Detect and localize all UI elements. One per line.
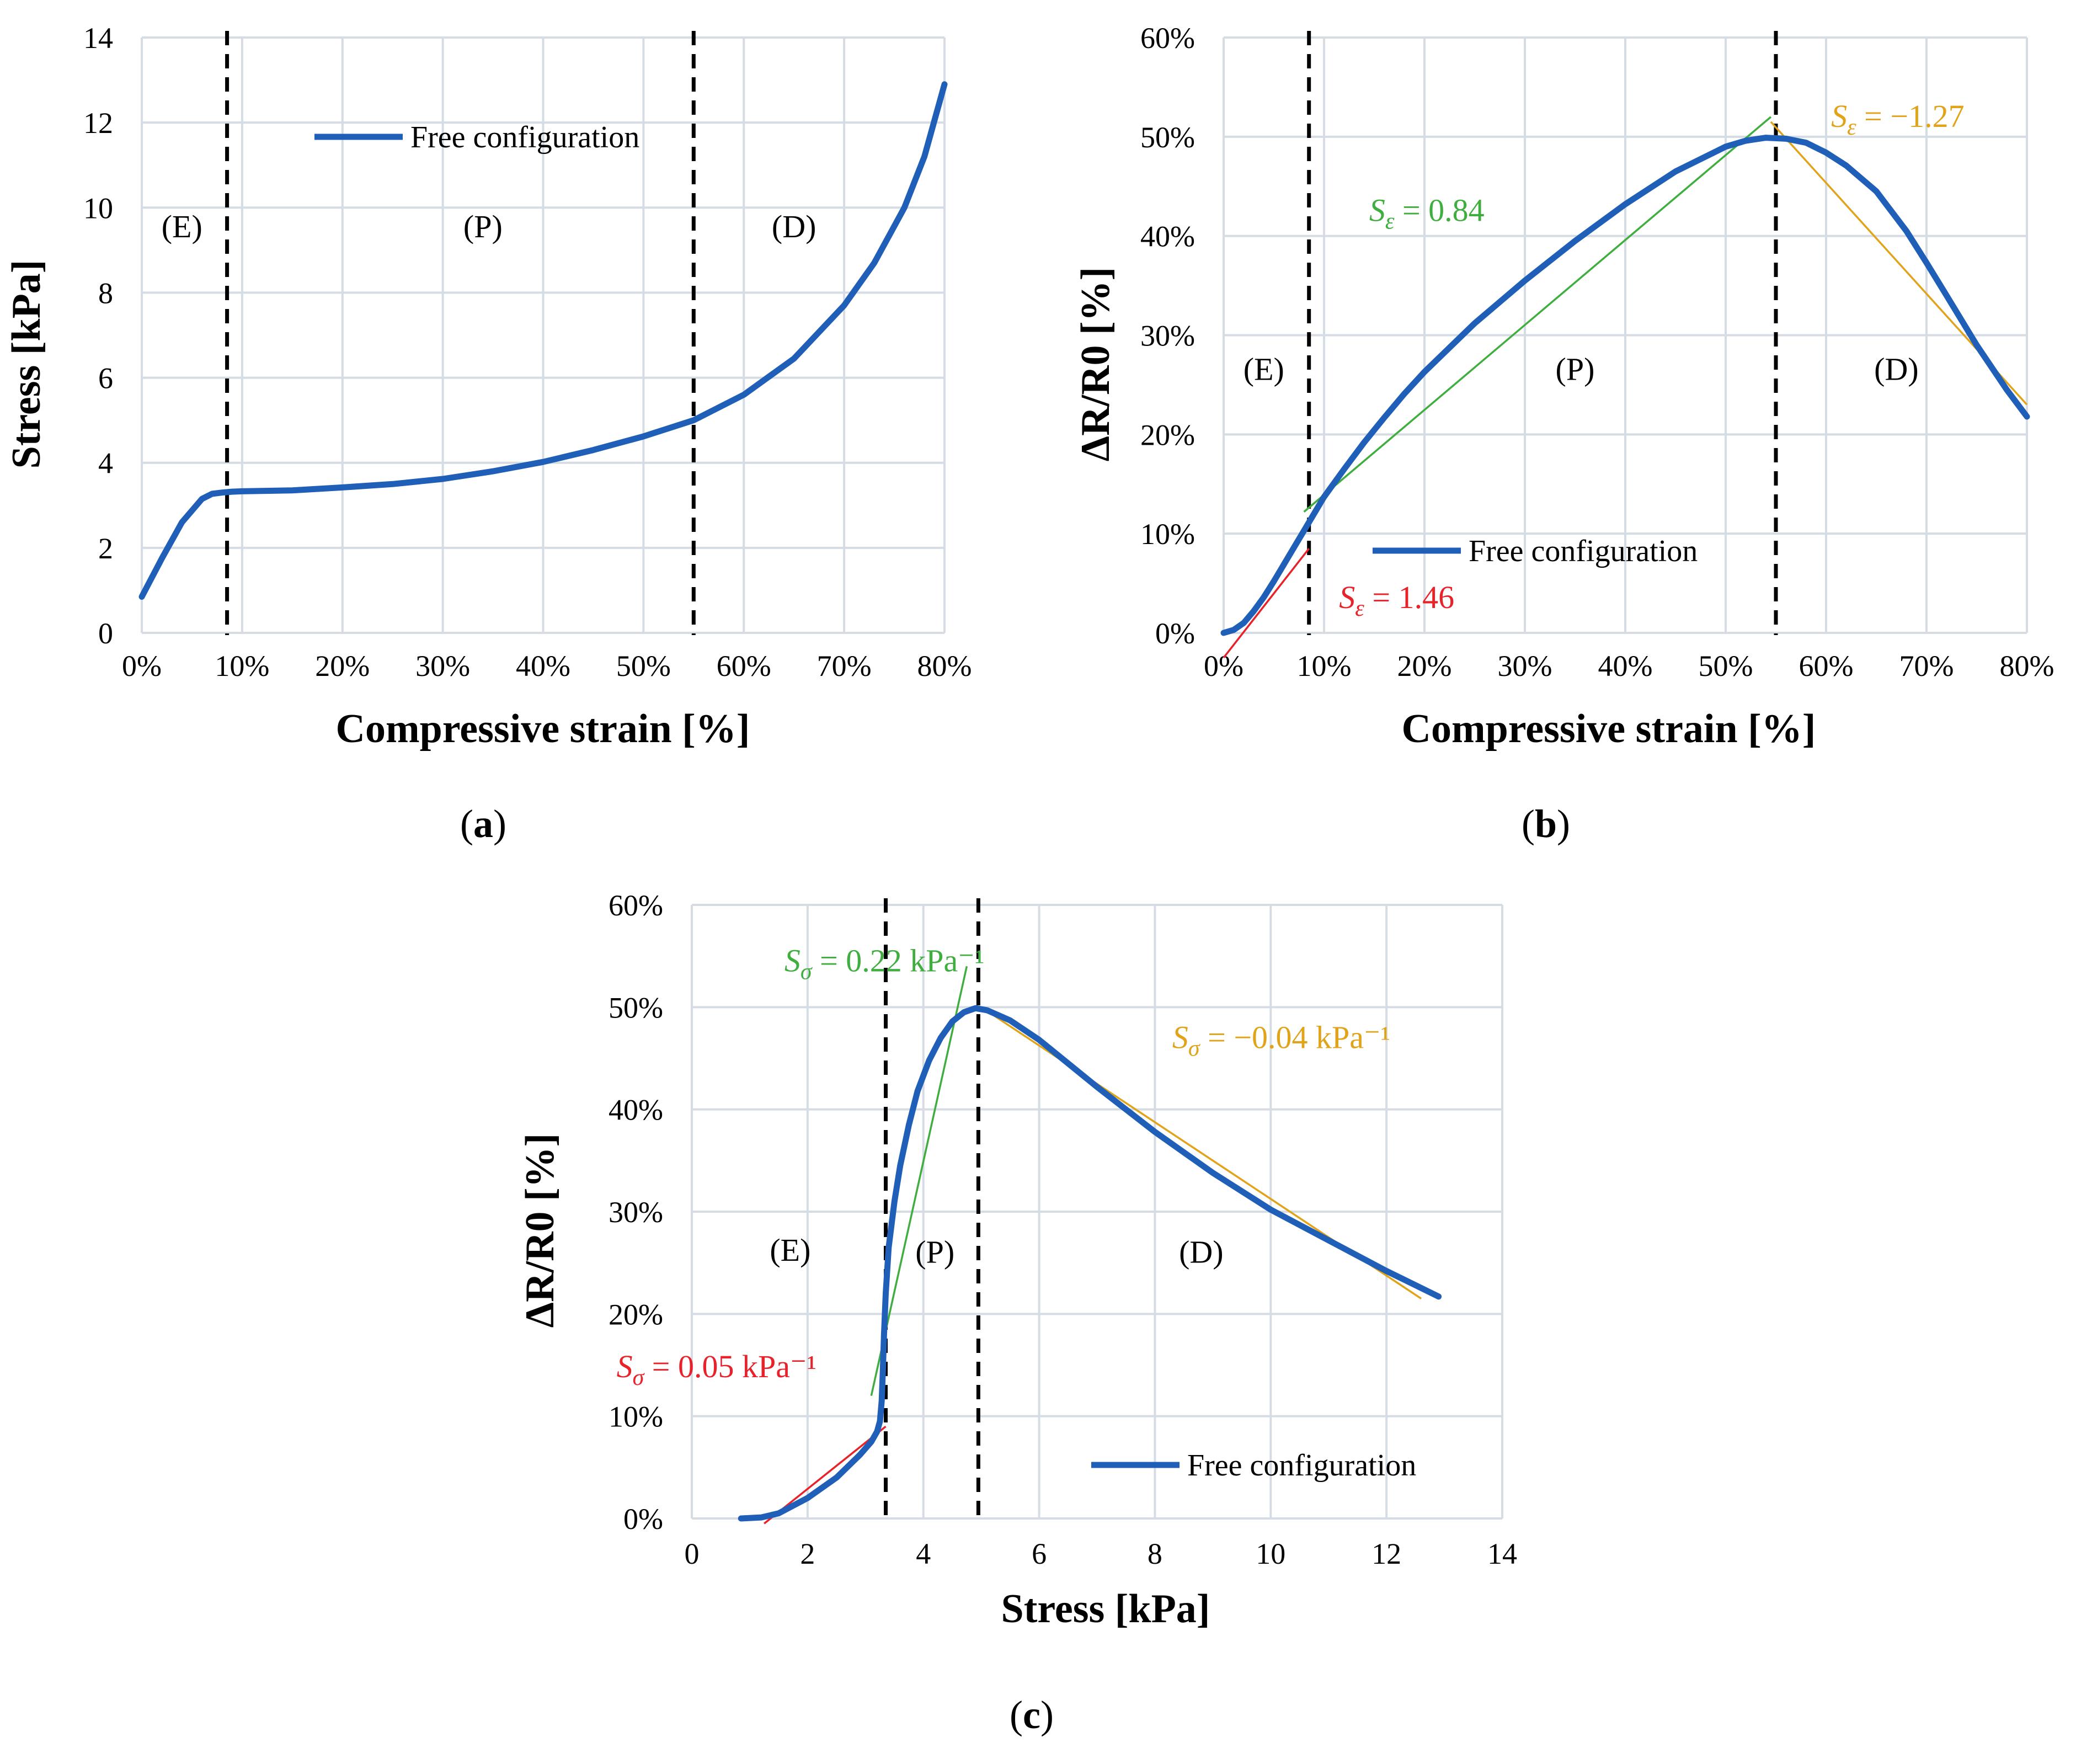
x-tick-label: 70% [817, 649, 872, 683]
region-label: (E) [770, 1232, 810, 1268]
panel-label: (b) [1522, 802, 1570, 846]
y-tick-label: 10% [1140, 518, 1195, 551]
y-tick-label: 6 [98, 362, 113, 395]
y-tick-label: 10% [609, 1400, 663, 1433]
y-tick-label: 2 [98, 532, 113, 565]
y-tick-label: 20% [1140, 418, 1195, 451]
slope-label-orange: Sε = −1.27 [1831, 98, 1964, 140]
region-label: (P) [463, 209, 503, 244]
y-tick-label: 4 [98, 447, 113, 480]
y-tick-label: 20% [609, 1298, 663, 1331]
region-label: (P) [915, 1234, 954, 1270]
legend-label: Free configuration [1187, 1448, 1416, 1483]
x-tick-label: 30% [415, 649, 470, 683]
region-label: (E) [1244, 351, 1284, 387]
slope-line-green [1303, 116, 1772, 513]
slope-line-red [1223, 548, 1310, 659]
x-tick-label: 10% [1297, 649, 1352, 683]
x-tick-label: 80% [2000, 649, 2054, 683]
x-tick-label: 40% [1598, 649, 1653, 683]
y-axis-title: ΔR/R0 [%] [517, 1133, 563, 1328]
x-tick-label: 0 [685, 1537, 700, 1570]
y-tick-label: 0% [1155, 617, 1195, 650]
y-tick-label: 10 [83, 191, 113, 225]
x-tick-label: 20% [315, 649, 370, 683]
series-line [1220, 135, 2030, 636]
y-tick-label: 0 [98, 617, 113, 650]
x-tick-label: 10% [215, 649, 269, 683]
y-tick-label: 40% [609, 1094, 663, 1127]
x-tick-label: 60% [717, 649, 771, 683]
x-tick-label: 30% [1498, 649, 1552, 683]
x-tick-label: 60% [1799, 649, 1854, 683]
region-label: (D) [772, 209, 816, 244]
x-tick-label: 8 [1148, 1537, 1162, 1570]
x-tick-label: 50% [616, 649, 671, 683]
region-label: (P) [1556, 351, 1595, 387]
x-tick-label: 20% [1397, 649, 1452, 683]
x-tick-label: 40% [516, 649, 570, 683]
y-axis-title: ΔR/R0 [%] [1073, 267, 1118, 462]
x-tick-label: 14 [1487, 1537, 1517, 1570]
y-tick-label: 8 [98, 276, 113, 310]
y-axis-title: Stress [kPa] [4, 260, 49, 469]
x-tick-label: 0% [1204, 649, 1244, 683]
x-tick-label: 10 [1256, 1537, 1285, 1570]
x-tick-label: 4 [916, 1537, 931, 1570]
x-axis-title: Compressive strain [%] [1402, 706, 1816, 752]
slope-label-red: Sε = 1.46 [1339, 579, 1454, 621]
y-tick-label: 60% [1140, 22, 1195, 55]
x-axis-title: Stress [kPa] [1001, 1586, 1210, 1632]
y-tick-label: 30% [1140, 319, 1195, 353]
slope-label-green: Sε = 0.84 [1369, 193, 1485, 235]
y-tick-label: 40% [1140, 220, 1195, 253]
legend-label: Free configuration [1469, 534, 1698, 568]
x-tick-label: 2 [800, 1537, 815, 1570]
slope-label-red: Sσ = 0.05 kPa⁻¹ [617, 1349, 816, 1390]
series-line [738, 1005, 1442, 1522]
chart-b: 0% 10% 20% 30% 40% 50% 60% 0% 10% 20% 30% 40% 50% 60%… [1073, 22, 2054, 846]
region-label: (E) [162, 209, 202, 244]
x-tick-label: 0% [122, 649, 162, 683]
panel-label: (c) [1010, 1693, 1054, 1737]
region-label: (D) [1874, 351, 1919, 387]
x-tick-label: 12 [1371, 1537, 1401, 1570]
y-tick-label: 50% [1140, 121, 1195, 154]
x-tick-label: 70% [1899, 649, 1954, 683]
series-line [138, 81, 948, 600]
x-tick-label: 50% [1699, 649, 1753, 683]
region-label: (D) [1179, 1234, 1224, 1270]
slope-label-green: Sσ = 0.22 kPa⁻¹ [784, 942, 984, 984]
x-tick-label: 6 [1032, 1537, 1047, 1570]
chart-a: 0 2 4 6 8 10 12 14 0% 10% 20% 30% 40% 50% 60% 70% 80% Com… [4, 22, 972, 846]
y-tick-label: 12 [83, 106, 113, 140]
y-tick-label: 0% [623, 1502, 663, 1536]
x-axis-title: Compressive strain [%] [336, 706, 750, 752]
slope-label-orange: Sσ = −0.04 kPa⁻¹ [1172, 1019, 1390, 1061]
y-tick-label: 50% [609, 991, 663, 1024]
chart-c: 0% 10% 20% 30% 40% 50% 60% 0 2 4 6 8 10 12 14 Stress [k… [517, 889, 1517, 1737]
y-tick-label: 60% [609, 889, 663, 922]
x-tick-label: 80% [917, 649, 972, 683]
y-tick-label: 30% [609, 1196, 663, 1229]
panel-label: (a) [460, 802, 506, 846]
y-tick-label: 14 [83, 22, 113, 55]
legend-label: Free configuration [410, 120, 639, 154]
